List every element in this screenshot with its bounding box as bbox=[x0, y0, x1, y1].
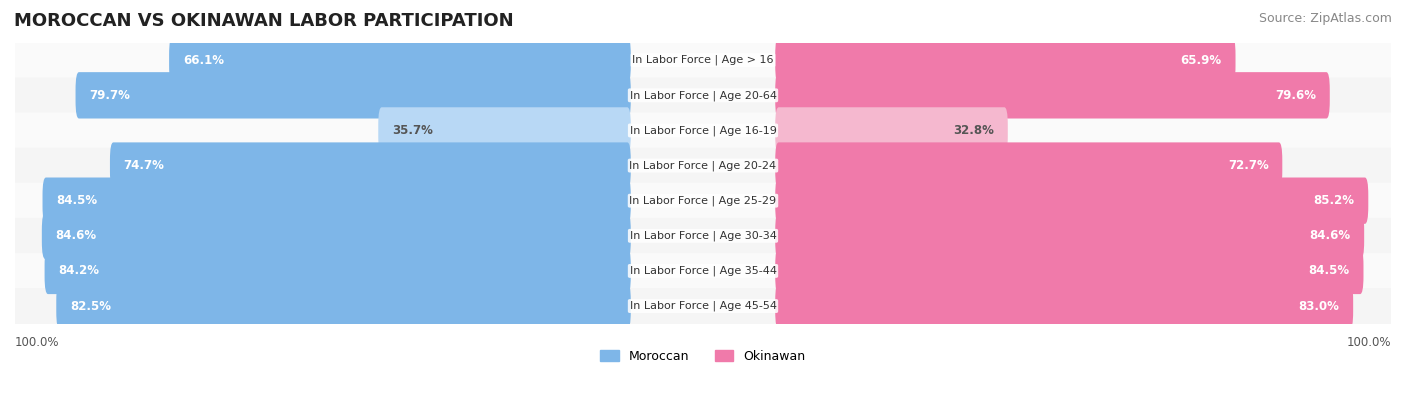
FancyBboxPatch shape bbox=[775, 72, 1330, 118]
FancyBboxPatch shape bbox=[775, 37, 1236, 83]
FancyBboxPatch shape bbox=[76, 72, 631, 118]
Text: 84.6%: 84.6% bbox=[1309, 229, 1350, 242]
FancyBboxPatch shape bbox=[15, 113, 1391, 149]
Text: 82.5%: 82.5% bbox=[70, 299, 111, 312]
Legend: Moroccan, Okinawan: Moroccan, Okinawan bbox=[595, 345, 811, 368]
FancyBboxPatch shape bbox=[15, 218, 1391, 254]
Text: 85.2%: 85.2% bbox=[1313, 194, 1354, 207]
FancyBboxPatch shape bbox=[378, 107, 631, 154]
FancyBboxPatch shape bbox=[15, 42, 1391, 78]
FancyBboxPatch shape bbox=[15, 183, 1391, 218]
Text: 84.2%: 84.2% bbox=[58, 264, 100, 277]
FancyBboxPatch shape bbox=[15, 148, 1391, 184]
FancyBboxPatch shape bbox=[775, 142, 1282, 189]
FancyBboxPatch shape bbox=[15, 77, 1391, 113]
Text: MOROCCAN VS OKINAWAN LABOR PARTICIPATION: MOROCCAN VS OKINAWAN LABOR PARTICIPATION bbox=[14, 12, 513, 30]
FancyBboxPatch shape bbox=[110, 142, 631, 189]
FancyBboxPatch shape bbox=[169, 37, 631, 83]
Text: 74.7%: 74.7% bbox=[124, 159, 165, 172]
FancyBboxPatch shape bbox=[775, 248, 1364, 294]
FancyBboxPatch shape bbox=[775, 107, 1008, 154]
Text: 32.8%: 32.8% bbox=[953, 124, 994, 137]
Text: 84.6%: 84.6% bbox=[56, 229, 97, 242]
Text: 84.5%: 84.5% bbox=[1309, 264, 1350, 277]
Text: In Labor Force | Age 35-44: In Labor Force | Age 35-44 bbox=[630, 266, 776, 276]
Text: In Labor Force | Age 30-34: In Labor Force | Age 30-34 bbox=[630, 231, 776, 241]
FancyBboxPatch shape bbox=[775, 177, 1368, 224]
FancyBboxPatch shape bbox=[56, 283, 631, 329]
Text: In Labor Force | Age 45-54: In Labor Force | Age 45-54 bbox=[630, 301, 776, 311]
Text: In Labor Force | Age 20-24: In Labor Force | Age 20-24 bbox=[630, 160, 776, 171]
FancyBboxPatch shape bbox=[15, 288, 1391, 324]
Text: Source: ZipAtlas.com: Source: ZipAtlas.com bbox=[1258, 12, 1392, 25]
Text: In Labor Force | Age 16-19: In Labor Force | Age 16-19 bbox=[630, 125, 776, 136]
Text: 72.7%: 72.7% bbox=[1227, 159, 1268, 172]
Text: In Labor Force | Age 25-29: In Labor Force | Age 25-29 bbox=[630, 196, 776, 206]
FancyBboxPatch shape bbox=[775, 213, 1364, 259]
FancyBboxPatch shape bbox=[45, 248, 631, 294]
FancyBboxPatch shape bbox=[15, 253, 1391, 289]
Text: 79.6%: 79.6% bbox=[1275, 89, 1316, 102]
Text: 84.5%: 84.5% bbox=[56, 194, 97, 207]
Text: 35.7%: 35.7% bbox=[392, 124, 433, 137]
Text: In Labor Force | Age 20-64: In Labor Force | Age 20-64 bbox=[630, 90, 776, 101]
Text: 100.0%: 100.0% bbox=[1347, 336, 1391, 349]
FancyBboxPatch shape bbox=[42, 213, 631, 259]
FancyBboxPatch shape bbox=[42, 177, 631, 224]
Text: 66.1%: 66.1% bbox=[183, 54, 224, 67]
Text: 83.0%: 83.0% bbox=[1299, 299, 1340, 312]
Text: 65.9%: 65.9% bbox=[1181, 54, 1222, 67]
Text: 79.7%: 79.7% bbox=[90, 89, 131, 102]
FancyBboxPatch shape bbox=[775, 283, 1353, 329]
Text: 100.0%: 100.0% bbox=[15, 336, 59, 349]
Text: In Labor Force | Age > 16: In Labor Force | Age > 16 bbox=[633, 55, 773, 66]
